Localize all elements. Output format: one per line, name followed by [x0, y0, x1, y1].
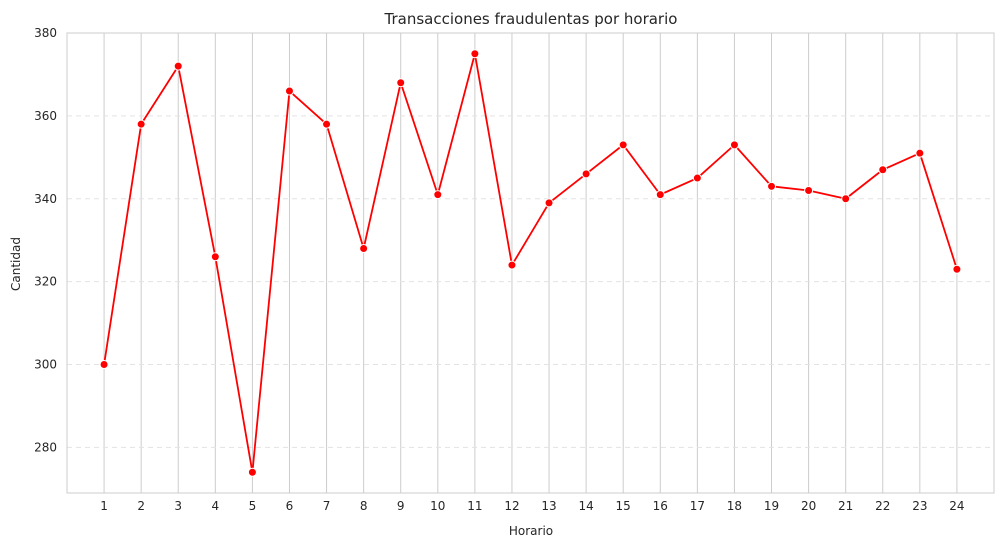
- chart-title: Transacciones fraudulentas por horario: [384, 10, 678, 28]
- x-tick-label: 11: [467, 499, 482, 513]
- data-point: [173, 61, 183, 71]
- x-tick-label: 4: [211, 499, 219, 513]
- data-point: [322, 119, 332, 129]
- x-tick-label: 19: [764, 499, 779, 513]
- data-point: [247, 467, 257, 477]
- x-axis-label: Horario: [509, 524, 553, 538]
- data-point: [359, 243, 369, 253]
- x-tick-label: 20: [801, 499, 816, 513]
- data-point: [99, 360, 109, 370]
- data-point: [915, 148, 925, 158]
- grid-layer: [67, 33, 994, 493]
- x-tick-label: 8: [360, 499, 368, 513]
- data-point: [655, 190, 665, 200]
- y-tick-label: 320: [34, 275, 57, 289]
- x-tick-label: 13: [541, 499, 556, 513]
- x-tick-label: 1: [100, 499, 108, 513]
- x-tick-label: 15: [616, 499, 631, 513]
- data-point: [544, 198, 554, 208]
- x-tick-label: 23: [912, 499, 927, 513]
- y-tick-label: 340: [34, 192, 57, 206]
- data-point: [396, 78, 406, 88]
- plot-frame: [66, 32, 995, 494]
- data-point: [952, 264, 962, 274]
- x-tick-label: 7: [323, 499, 331, 513]
- data-point: [692, 173, 702, 183]
- data-point: [804, 185, 814, 195]
- data-point: [507, 260, 517, 270]
- x-tick-label: 16: [653, 499, 668, 513]
- y-tick-label: 280: [34, 440, 57, 454]
- data-point: [284, 86, 294, 96]
- y-axis-label: Cantidad: [9, 237, 23, 291]
- y-tick-label: 380: [34, 26, 57, 40]
- x-tick-label: 21: [838, 499, 853, 513]
- x-tick-label: 3: [174, 499, 182, 513]
- x-tick-label: 14: [578, 499, 593, 513]
- x-tick-label: 2: [137, 499, 145, 513]
- x-tick-label: 17: [690, 499, 705, 513]
- series-line: [103, 52, 958, 474]
- x-tick-label: 9: [397, 499, 405, 513]
- x-tick-label: 10: [430, 499, 445, 513]
- x-tick-label: 12: [504, 499, 519, 513]
- x-tick-label: 24: [949, 499, 964, 513]
- data-point: [470, 49, 480, 59]
- data-point: [618, 140, 628, 150]
- x-tick-label: 18: [727, 499, 742, 513]
- data-point: [767, 181, 777, 191]
- data-point: [841, 194, 851, 204]
- data-point: [581, 169, 591, 179]
- data-point: [433, 190, 443, 200]
- y-tick-label: 360: [34, 109, 57, 123]
- y-tick-label: 300: [34, 358, 57, 372]
- x-tick-label: 5: [249, 499, 257, 513]
- data-point: [136, 119, 146, 129]
- series-layer: [99, 49, 962, 477]
- data-point: [729, 140, 739, 150]
- x-tick-label: 22: [875, 499, 890, 513]
- x-tick-label: 6: [286, 499, 294, 513]
- data-point: [878, 165, 888, 175]
- tick-labels: 1 2 3 4 5 6 7 8 9 10 11 12 13 14 15 16 17 18 19 20 21 22 23 242…: [34, 26, 964, 513]
- data-point: [210, 252, 220, 262]
